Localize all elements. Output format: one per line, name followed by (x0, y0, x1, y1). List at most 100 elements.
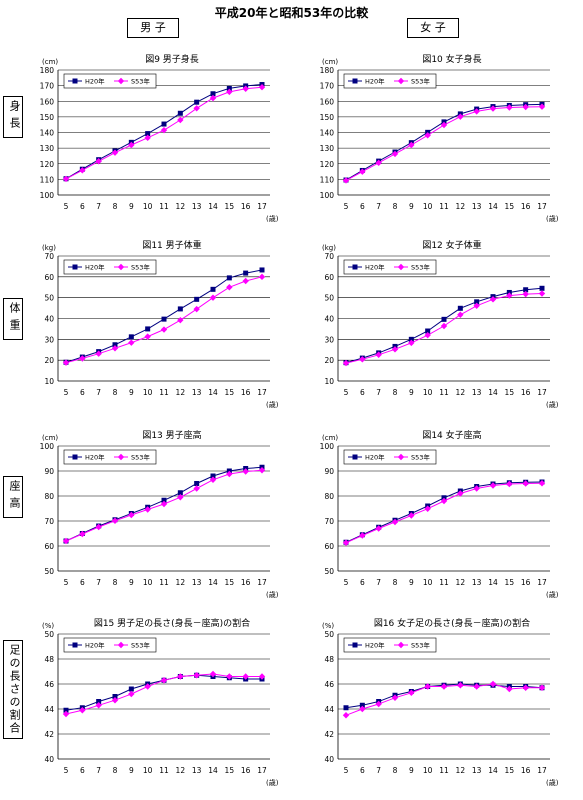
data-point (424, 331, 431, 339)
data-point (226, 284, 233, 291)
data-point (79, 355, 86, 362)
x-tick-label: 12 (456, 766, 466, 775)
data-point (226, 88, 233, 96)
x-tick-label: 11 (159, 388, 169, 397)
legend-label: S53年 (411, 77, 430, 86)
x-tick-label: 11 (439, 766, 449, 775)
data-point (79, 167, 86, 174)
data-point (457, 305, 463, 311)
x-tick-label: 15 (225, 202, 235, 211)
x-tick-label: 12 (456, 388, 466, 397)
y-tick-label: 48 (44, 655, 54, 664)
y-tick-label: 100 (320, 442, 335, 451)
x-tick-label: 11 (159, 578, 169, 587)
y-tick-label: 60 (44, 273, 54, 282)
x-tick-label: 14 (208, 202, 218, 211)
y-tick-label: 40 (44, 755, 54, 764)
legend-box (63, 73, 157, 89)
data-point (111, 517, 119, 524)
data-point (112, 694, 118, 699)
data-point (538, 103, 546, 110)
x-tick-label: 10 (143, 578, 153, 587)
x-tick-label: 11 (439, 388, 449, 397)
chart-fig12-female-weight: 図12 女子体重 (kg) 10 20 30 40 50 60 70 5 6 7 8 9 10 11 12 13 1… (322, 239, 559, 409)
x-tick-label: 9 (409, 578, 414, 587)
x-tick-label: 10 (143, 202, 153, 211)
y-unit-label: (kg) (42, 244, 56, 252)
data-point (473, 302, 480, 309)
chart-title: 図16 女子足の長さ(身長－座高)の割合 (374, 617, 530, 629)
y-tick-label: 60 (44, 542, 54, 551)
y-tick-label: 30 (324, 335, 334, 344)
y-tick-label: 110 (40, 175, 55, 184)
data-point (194, 481, 200, 486)
legend-marker (72, 454, 78, 460)
legend-label: S53年 (131, 453, 150, 462)
x-tick-label: 15 (225, 578, 235, 587)
y-tick-label: 150 (320, 113, 335, 122)
y-tick-label: 46 (324, 680, 334, 689)
legend-label: S53年 (411, 641, 430, 650)
x-tick-label: 16 (521, 766, 531, 775)
x-unit-label: (歳) (546, 778, 559, 787)
data-point (523, 287, 529, 293)
x-tick-label: 9 (409, 766, 414, 775)
data-point (160, 326, 168, 333)
y-tick-label: 60 (324, 542, 334, 551)
y-unit-label: (cm) (322, 58, 338, 66)
x-tick-label: 5 (64, 578, 69, 587)
data-point (62, 710, 70, 718)
series-line-s53 (345, 106, 543, 181)
x-tick-label: 14 (208, 388, 218, 397)
y-unit-label: (%) (322, 622, 334, 630)
x-tick-label: 12 (456, 578, 466, 587)
legend-label: S53年 (411, 453, 430, 462)
data-point (359, 356, 366, 363)
legend-marker (72, 264, 78, 270)
y-tick-label: 180 (40, 66, 55, 75)
data-point (96, 699, 102, 704)
data-point (424, 132, 431, 139)
data-point (242, 468, 249, 475)
y-tick-label: 70 (44, 517, 54, 526)
data-point (226, 275, 232, 281)
x-tick-label: 12 (176, 766, 186, 775)
data-point (144, 683, 151, 690)
data-point (506, 104, 513, 111)
data-point (391, 518, 399, 526)
data-point (128, 334, 134, 340)
data-point (473, 485, 480, 492)
data-point (343, 705, 349, 711)
data-point (209, 94, 217, 102)
legend-label: H20年 (85, 453, 105, 462)
data-point (226, 470, 233, 478)
legend-marker (397, 263, 405, 271)
data-point (408, 336, 414, 342)
legend-box (63, 259, 157, 275)
y-tick-label: 50 (324, 630, 334, 639)
series-line-h20 (345, 103, 543, 181)
legend-marker (352, 454, 358, 460)
x-tick-label: 9 (129, 202, 134, 211)
data-point (375, 525, 382, 532)
x-tick-label: 17 (537, 766, 547, 775)
x-unit-label: (歳) (266, 214, 279, 223)
data-point (538, 684, 546, 691)
y-tick-label: 42 (324, 730, 334, 739)
data-point (359, 702, 365, 708)
x-tick-label: 14 (488, 766, 498, 775)
data-point (408, 512, 415, 519)
x-tick-label: 13 (472, 578, 482, 587)
data-point (145, 326, 151, 332)
data-point (177, 116, 184, 124)
data-point (209, 476, 217, 483)
y-tick-label: 120 (40, 160, 55, 169)
data-point (161, 497, 167, 503)
y-tick-label: 46 (44, 680, 54, 689)
data-point (457, 113, 464, 120)
x-tick-label: 8 (393, 766, 398, 775)
x-tick-label: 17 (257, 578, 267, 587)
data-point (177, 673, 184, 680)
x-tick-label: 6 (360, 388, 365, 397)
y-tick-label: 90 (44, 467, 54, 476)
